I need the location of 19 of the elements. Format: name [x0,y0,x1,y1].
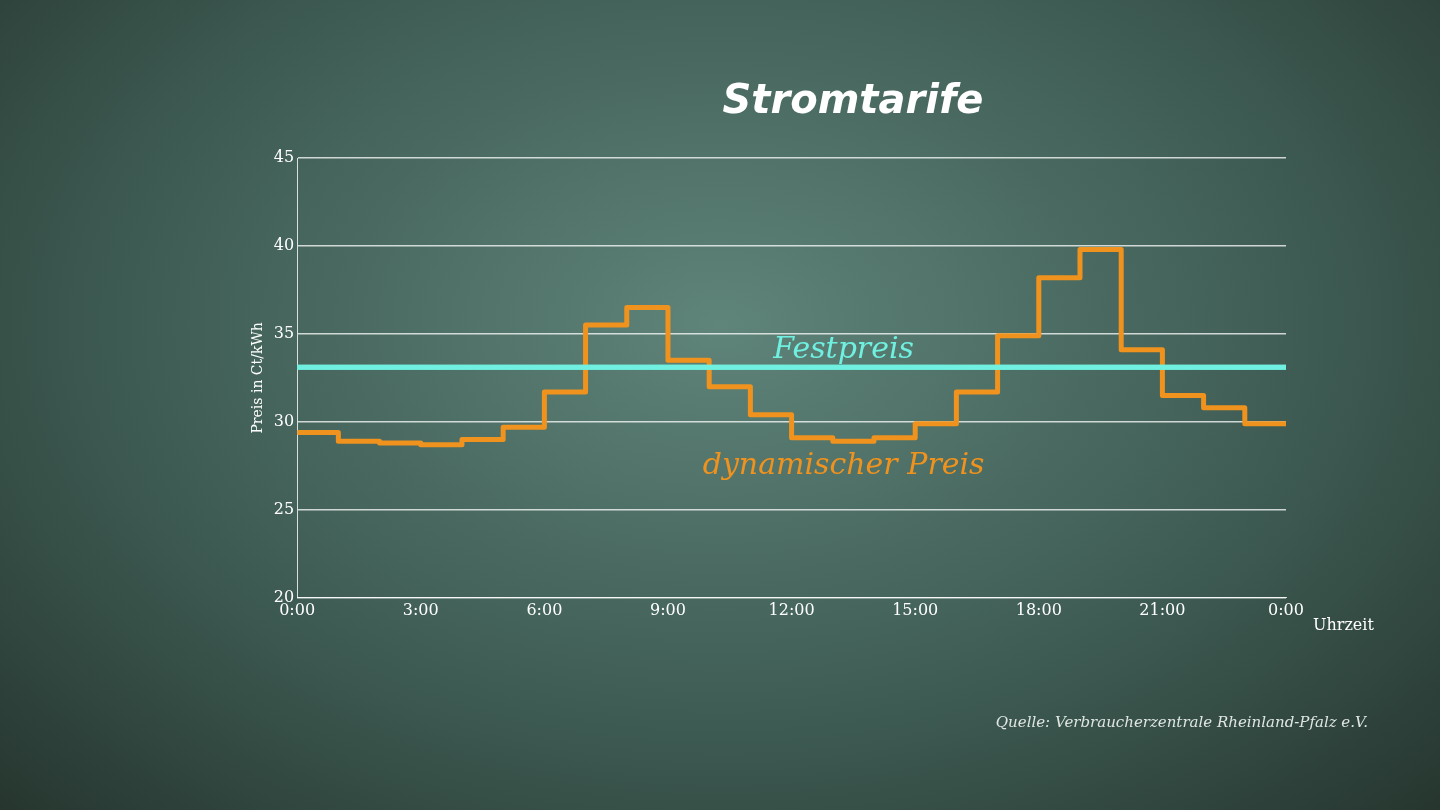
x-axis-title: Uhrzeit [1313,614,1375,634]
x-tick-label: 18:00 [1015,599,1062,619]
y-tick-label: 45 [273,147,295,167]
source-note: Quelle: Verbraucherzentrale Rheinland-Pfalz e.V. [995,713,1368,731]
x-tick-label: 0:00 [1268,599,1304,619]
y-tick-label: 40 [273,235,295,255]
chart-title: Stromtarife [721,76,985,122]
x-tick-label: 12:00 [768,599,815,619]
x-tick-label: 21:00 [1139,599,1186,619]
x-tick-label: 6:00 [526,599,563,619]
x-tick-label: 3:00 [402,599,439,619]
x-tick-label: 9:00 [650,599,686,619]
y-tick-label: 35 [273,323,295,343]
y-tick-label: 30 [273,411,295,431]
ref-line-label: Festpreis [772,330,914,366]
y-axis-title: Preis in Ct/kWh [249,322,266,434]
y-tick-label: 25 [273,499,295,518]
series-label: dynamischer Preis [702,445,985,481]
x-tick-label: 15:00 [892,599,939,619]
